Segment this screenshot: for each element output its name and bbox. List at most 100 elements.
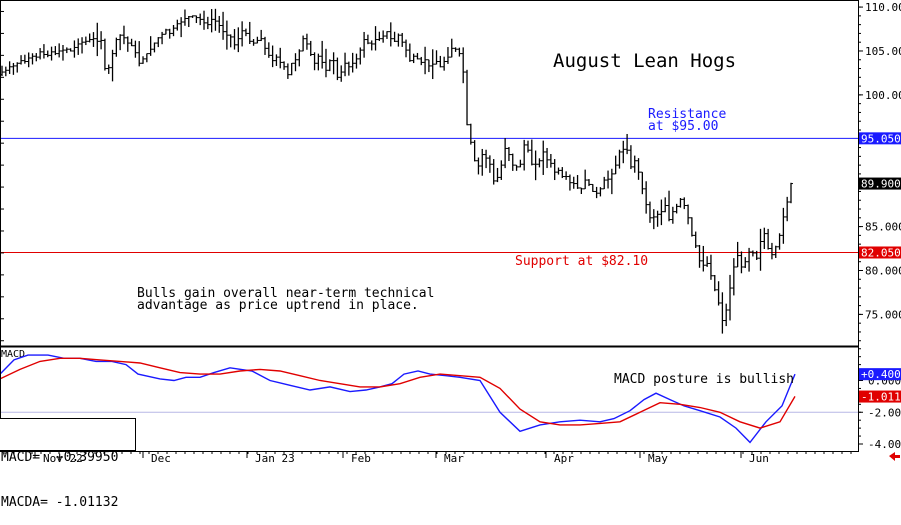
price-bar: [739, 251, 744, 274]
price-bar: [190, 15, 195, 18]
price-bar: [522, 139, 527, 171]
price-bar: [708, 254, 713, 280]
price-bar: [263, 36, 267, 55]
price-bar: [129, 38, 134, 47]
price-bar: [735, 241, 740, 268]
price-bar: [26, 52, 31, 68]
price-bar: [297, 49, 302, 67]
price-tick-label: 105.000: [865, 45, 901, 58]
price-bar: [678, 197, 683, 208]
macd-tick-label: -4.000: [868, 438, 901, 451]
price-bar: [110, 49, 115, 82]
price-annotation: Bulls gain overall near-term technical ad…: [137, 286, 434, 313]
price-bar: [728, 274, 733, 321]
price-bar: [537, 158, 542, 168]
price-bar: [312, 52, 317, 71]
price-bar: [251, 39, 256, 46]
price-bar: [526, 140, 530, 153]
price-bar: [491, 159, 496, 185]
price-bar: [754, 250, 759, 260]
price-bar: [590, 183, 595, 192]
price-panel: August Lean Hogs Resistance at $95.00 Suppo…: [0, 8, 858, 334]
price-bar: [388, 22, 393, 47]
price-bar: [789, 182, 793, 204]
price-bar: [80, 37, 85, 54]
price-bar: [182, 9, 187, 26]
price-bar: [636, 158, 641, 180]
price-bar: [243, 28, 248, 37]
price-bar: [350, 52, 355, 73]
price-bar: [465, 69, 470, 126]
price-bar: [209, 9, 214, 33]
month-label: Jun: [749, 452, 769, 464]
price-bar: [743, 257, 748, 268]
price-bar: [567, 174, 572, 191]
price-bar: [259, 29, 264, 42]
price-bar: [663, 197, 668, 213]
price-bar: [720, 292, 725, 334]
month-label: Nov 22: [43, 452, 83, 464]
price-bar: [602, 176, 607, 190]
price-bar: [49, 46, 54, 61]
price-bar: [461, 47, 466, 84]
price-bar: [434, 50, 439, 65]
price-bar: [510, 153, 515, 171]
price-bar: [621, 140, 626, 164]
price-bar: [160, 31, 165, 45]
price-bar: [667, 190, 672, 222]
support-tag: [859, 246, 901, 259]
price-bar: [442, 56, 447, 71]
price-bar: [285, 63, 290, 79]
price-bar: [705, 256, 710, 267]
price-bar: [278, 47, 283, 69]
price-bar: [777, 233, 782, 250]
price-bar: [38, 48, 43, 60]
price-bar: [323, 48, 328, 78]
month-label: May: [648, 452, 668, 464]
macd-series-macda: [0, 357, 796, 429]
price-bar: [495, 167, 500, 183]
price-bar: [453, 47, 458, 52]
price-bar: [148, 36, 153, 56]
price-bar: [7, 61, 12, 74]
price-bar: [701, 245, 706, 272]
resistance-tag-label: 95.050: [861, 132, 901, 145]
price-bar: [171, 24, 176, 37]
price-bar: [750, 250, 755, 257]
price-bar: [72, 40, 77, 58]
price-bar: [343, 52, 348, 77]
price-bar: [674, 203, 679, 214]
price-bar: [655, 210, 660, 227]
price-bar: [430, 49, 435, 80]
price-bar: [449, 38, 454, 58]
price-bar: [289, 62, 294, 76]
last-price-tag-label: 89.900: [861, 178, 901, 191]
price-bar: [426, 59, 431, 73]
price-bar: [628, 145, 633, 170]
price-bar: [270, 45, 275, 68]
price-bar: [579, 187, 584, 194]
price-bar: [274, 54, 279, 66]
price-bar: [335, 57, 340, 81]
macda-readout: MACDA= -1.01132: [1, 495, 119, 510]
price-bar: [556, 167, 561, 175]
price-bar: [133, 40, 138, 58]
price-bar: [228, 34, 233, 48]
price-bar: [266, 42, 271, 58]
month-label: Dec: [151, 452, 171, 464]
price-bar: [373, 26, 378, 51]
price-bar: [731, 258, 736, 296]
price-bar: [503, 138, 508, 169]
price-bar: [217, 15, 222, 33]
macd-tick-label: -2.000: [868, 406, 901, 419]
price-bar: [381, 30, 386, 43]
price-bar: [11, 62, 16, 75]
price-bar: [670, 206, 675, 224]
macda-value-tag: [859, 390, 901, 403]
axis-layer: 110.000105.000100.00095.00090.00085.0008…: [0, 1, 901, 464]
price-bar: [91, 32, 96, 47]
price-bar: [76, 38, 81, 55]
price-bar: [484, 149, 489, 169]
price-bar: [213, 8, 218, 31]
price-bar: [548, 153, 553, 168]
